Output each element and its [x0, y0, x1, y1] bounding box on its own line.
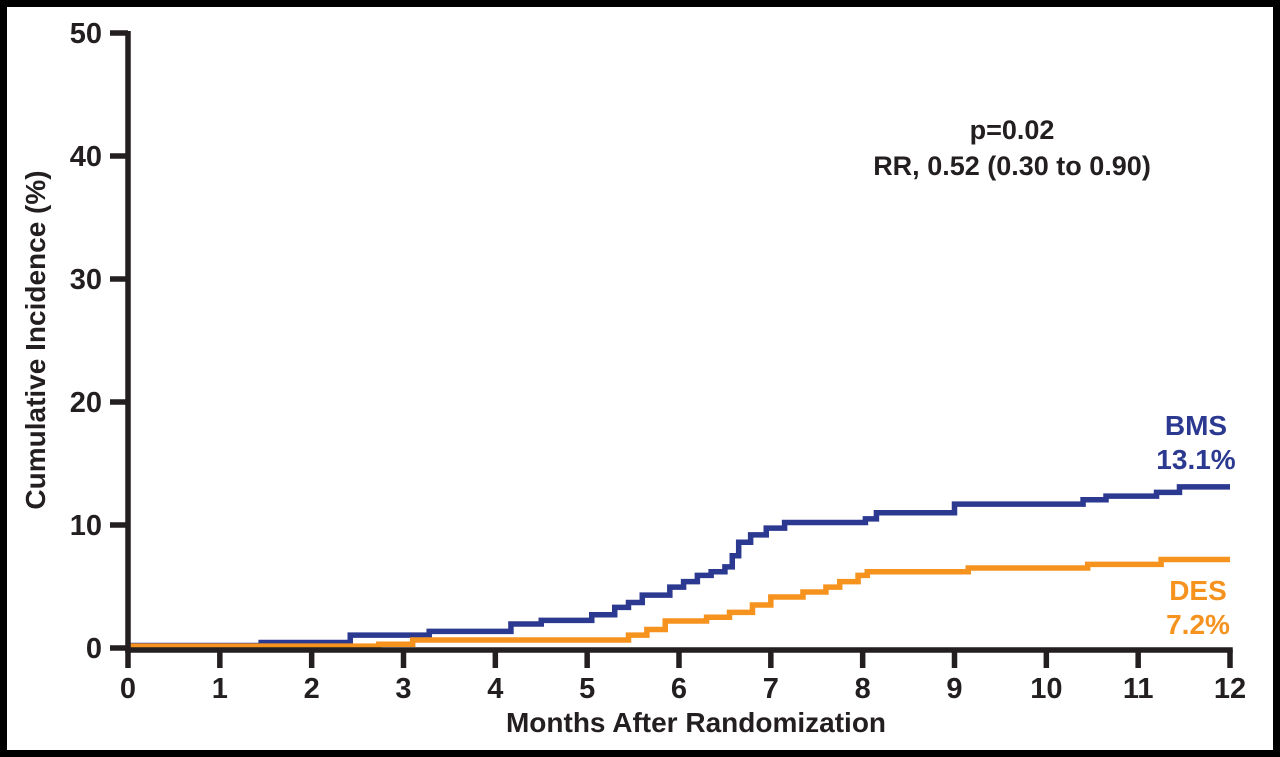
x-tick-label: 10	[1030, 673, 1062, 705]
x-tick-label: 2	[304, 673, 320, 705]
x-tick-label: 4	[487, 673, 503, 705]
y-tick-label: 30	[70, 264, 102, 296]
x-tick-label: 12	[1214, 673, 1246, 705]
p-value-text: p=0.02	[969, 115, 1055, 145]
x-tick-label: 5	[579, 673, 595, 705]
y-tick-label: 40	[70, 141, 102, 173]
y-tick-label: 0	[86, 633, 102, 665]
des-series-name: DES	[1169, 575, 1227, 606]
series-path-bms	[128, 484, 1230, 649]
y-tick-label: 50	[70, 18, 102, 50]
x-axis-title: Months After Randomization	[505, 707, 887, 738]
x-tick-label: 6	[671, 673, 687, 705]
x-tick-label: 9	[946, 673, 962, 705]
bms-series-name: BMS	[1164, 410, 1228, 441]
bms-final-value: 13.1%	[1156, 444, 1236, 475]
x-tick-label: 7	[763, 673, 779, 705]
des-final-value: 7.2%	[1166, 609, 1230, 640]
x-tick-label: 1	[212, 673, 228, 705]
x-tick-label: 0	[120, 673, 136, 705]
series-path-des	[128, 556, 1230, 649]
relative-risk-text: RR, 0.52 (0.30 to 0.90)	[873, 151, 1151, 181]
bms-series-label: BMS 13.1%	[1156, 409, 1235, 477]
des-series-label: DES 7.2%	[1166, 574, 1230, 642]
x-tick-label: 11	[1123, 673, 1154, 705]
x-tick-label: 3	[395, 673, 411, 705]
y-axis-title: Cumulative Incidence (%)	[20, 170, 51, 510]
x-tick-label: 8	[855, 673, 871, 705]
y-tick-label: 20	[70, 387, 102, 419]
stats-annotation: p=0.02 RR, 0.52 (0.30 to 0.90)	[873, 112, 1151, 184]
y-tick-label: 10	[70, 510, 102, 542]
